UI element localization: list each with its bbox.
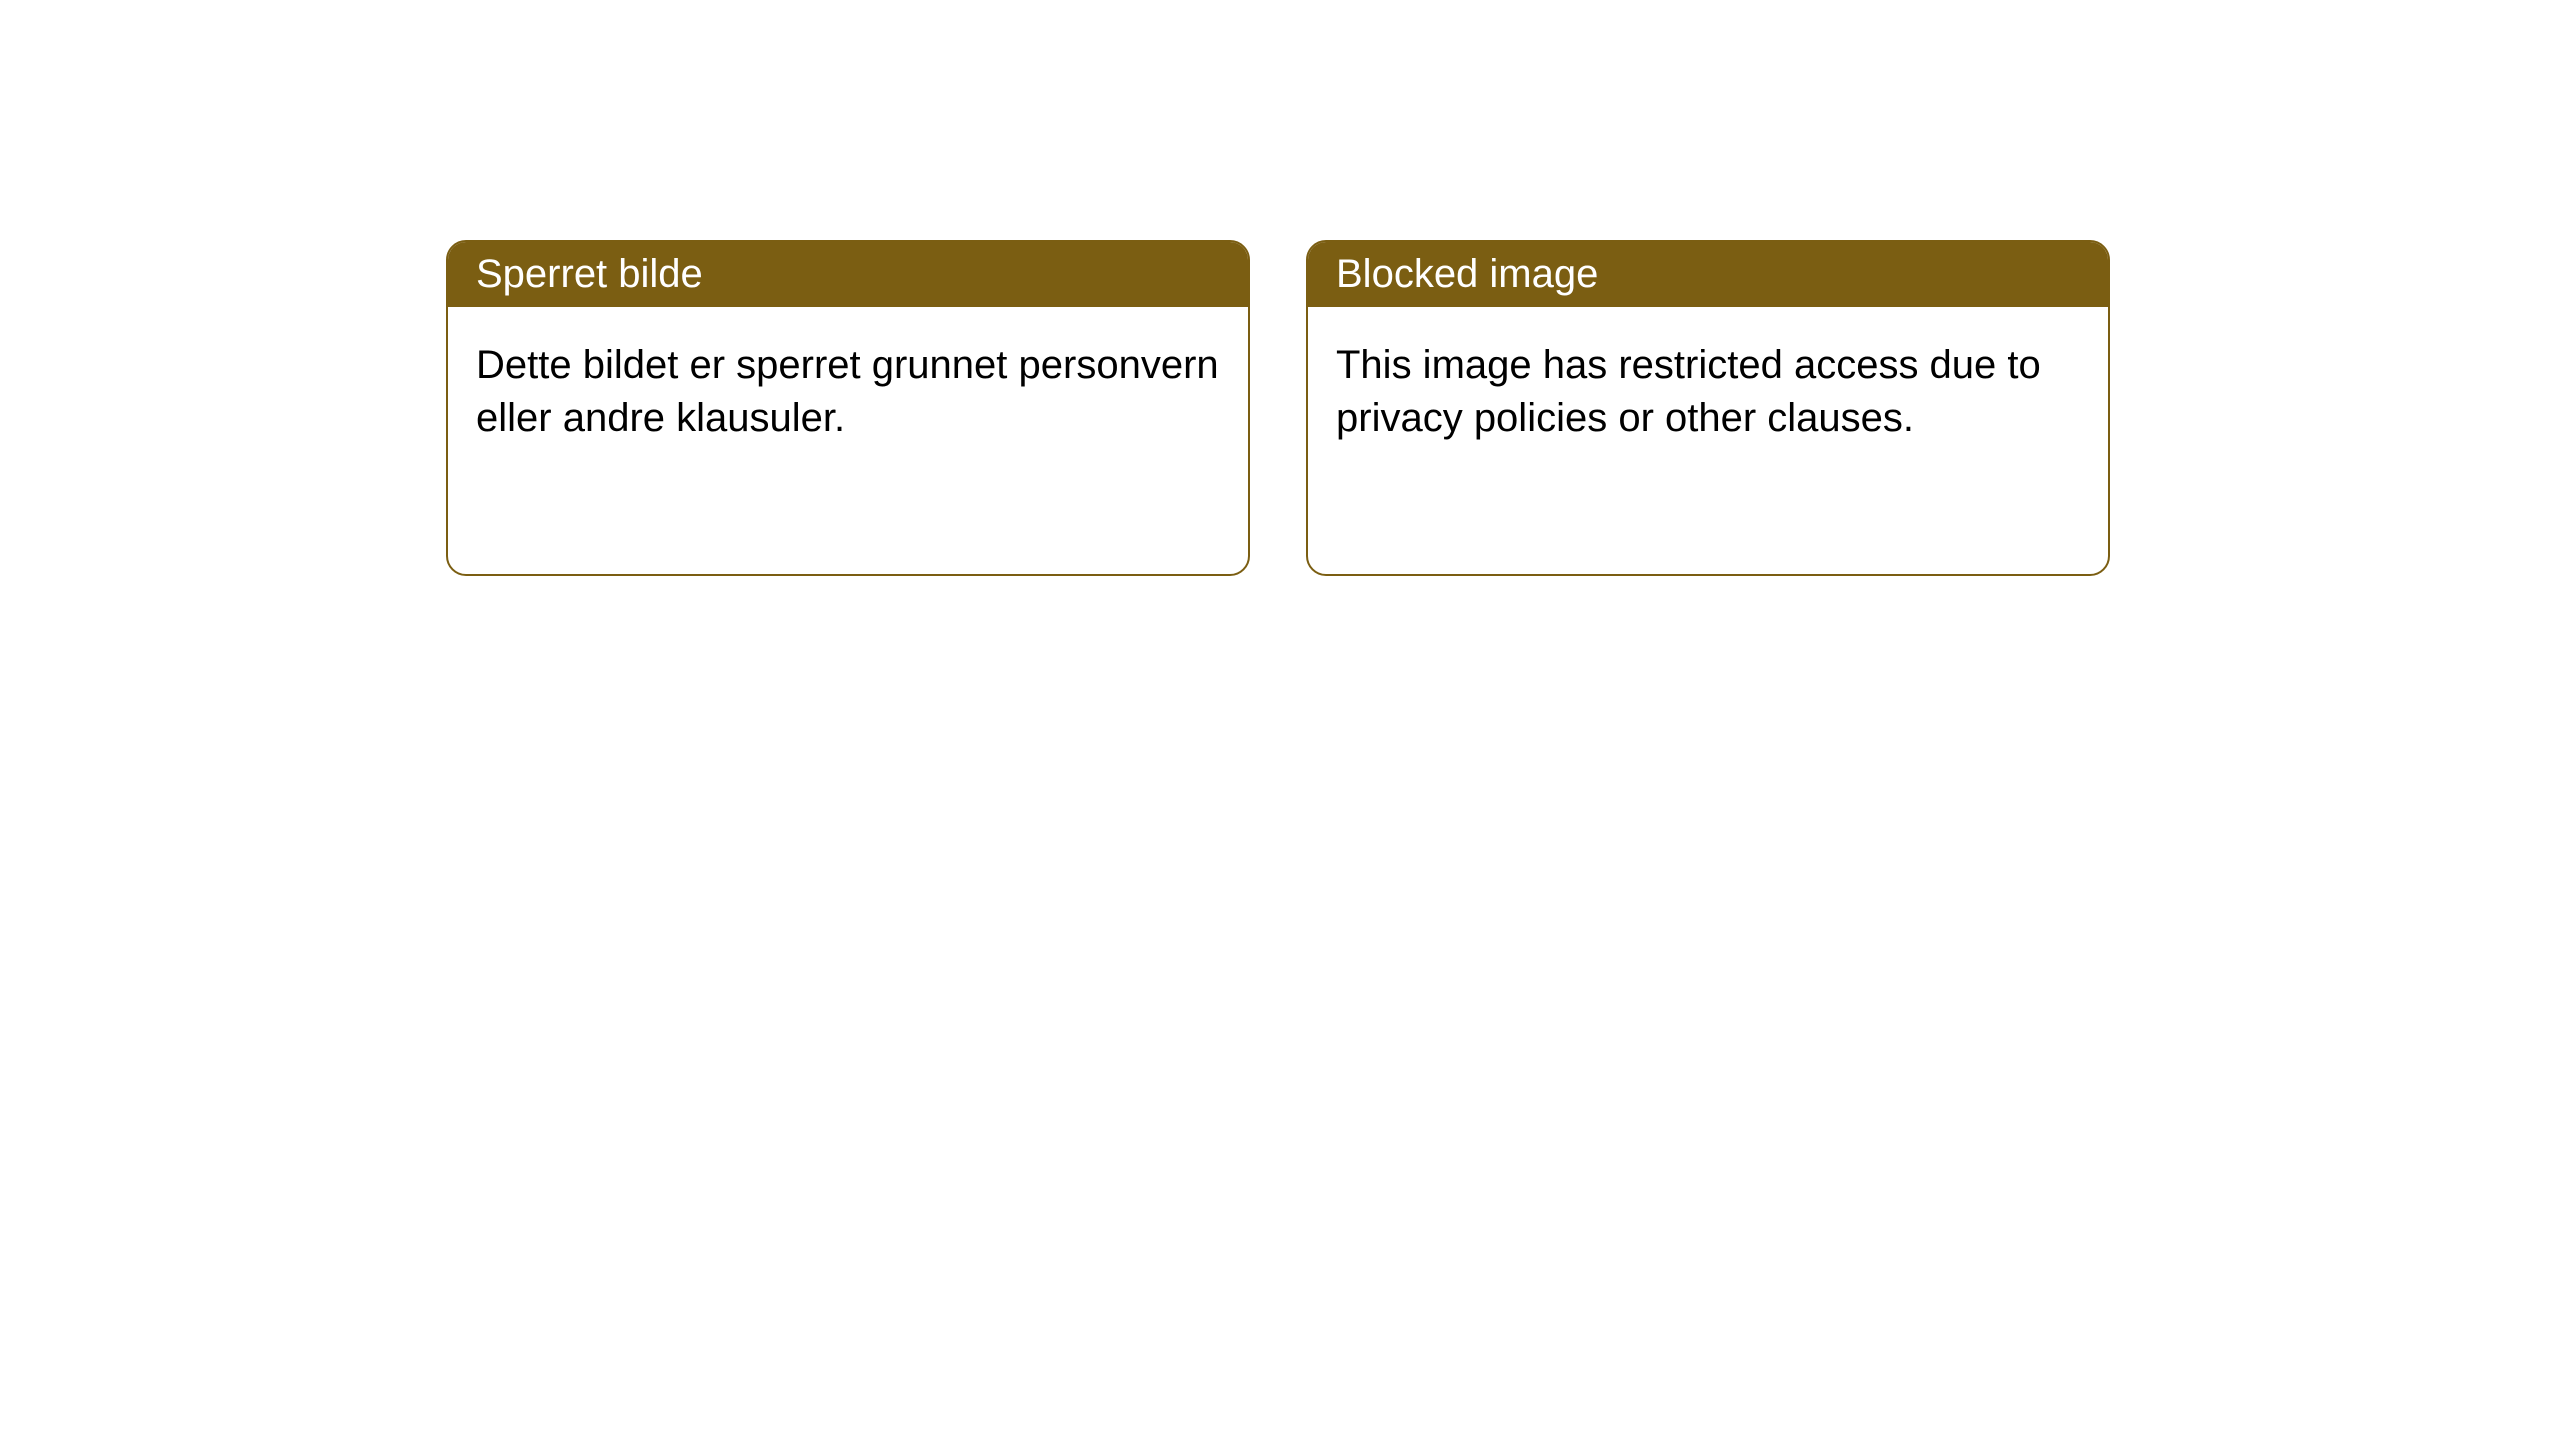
card-header: Sperret bilde — [448, 242, 1248, 307]
notice-card-english: Blocked image This image has restricted … — [1306, 240, 2110, 576]
notice-card-norwegian: Sperret bilde Dette bildet er sperret gr… — [446, 240, 1250, 576]
card-message: This image has restricted access due to … — [1336, 343, 2041, 440]
card-message: Dette bildet er sperret grunnet personve… — [476, 343, 1219, 440]
card-header: Blocked image — [1308, 242, 2108, 307]
card-body: Dette bildet er sperret grunnet personve… — [448, 307, 1248, 477]
card-title: Blocked image — [1336, 252, 1598, 296]
card-body: This image has restricted access due to … — [1308, 307, 2108, 477]
blocked-image-notices: Sperret bilde Dette bildet er sperret gr… — [446, 240, 2110, 576]
card-title: Sperret bilde — [476, 252, 703, 296]
